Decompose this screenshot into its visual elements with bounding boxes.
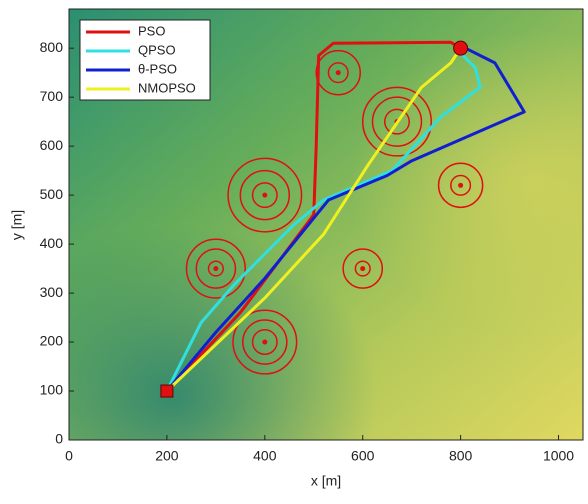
start-marker — [161, 385, 173, 397]
legend-label: NMOPSO — [138, 80, 196, 95]
chart: x [m] y [m] 0 200 400 600 800 1000 0 100 200 300 4… — [0, 0, 588, 499]
y-tick-label: 600 — [40, 137, 64, 153]
y-tick-label: 400 — [40, 235, 64, 251]
y-tick-label: 800 — [40, 39, 64, 55]
legend-label: θ-PSO — [138, 61, 177, 76]
x-tick-label: 400 — [253, 448, 277, 464]
y-tick-label: 700 — [40, 88, 64, 104]
threat-center — [458, 183, 463, 188]
x-tick-label: 1000 — [543, 448, 574, 464]
y-tick-label: 100 — [40, 382, 64, 398]
y-tick-label: 200 — [40, 333, 64, 349]
y-tick-label: 300 — [40, 284, 64, 300]
legend-label: PSO — [138, 23, 165, 38]
x-axis-label: x [m] — [311, 473, 341, 489]
x-tick-label: 0 — [65, 448, 73, 464]
y-tick-label: 0 — [55, 431, 63, 447]
threat-center — [336, 70, 341, 75]
legend-label: QPSO — [138, 42, 176, 57]
threat-center — [360, 266, 365, 271]
threat-center — [262, 193, 267, 198]
goal-marker — [454, 41, 468, 55]
x-tick-label: 800 — [449, 448, 473, 464]
x-tick-label: 200 — [155, 448, 179, 464]
x-tick-label: 600 — [351, 448, 375, 464]
y-axis-label: y [m] — [9, 210, 25, 240]
threat-center — [213, 266, 218, 271]
threat-center — [262, 340, 267, 345]
y-tick-label: 500 — [40, 186, 64, 202]
